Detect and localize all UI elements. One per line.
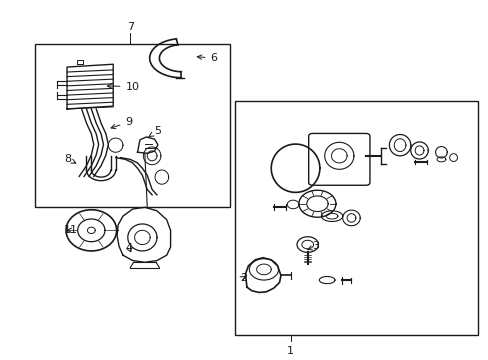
Text: 4: 4 bbox=[125, 243, 132, 253]
Text: 3: 3 bbox=[306, 241, 319, 251]
Text: 5: 5 bbox=[149, 126, 161, 136]
Text: 2: 2 bbox=[239, 273, 246, 283]
Text: 6: 6 bbox=[197, 53, 217, 63]
Text: 9: 9 bbox=[111, 117, 132, 129]
Bar bbox=[234, 101, 477, 335]
Text: 1: 1 bbox=[286, 346, 294, 356]
Text: 10: 10 bbox=[107, 82, 139, 91]
Text: 11: 11 bbox=[63, 225, 78, 235]
Text: 8: 8 bbox=[64, 154, 76, 165]
Text: 7: 7 bbox=[126, 22, 134, 32]
Bar bbox=[35, 44, 229, 207]
